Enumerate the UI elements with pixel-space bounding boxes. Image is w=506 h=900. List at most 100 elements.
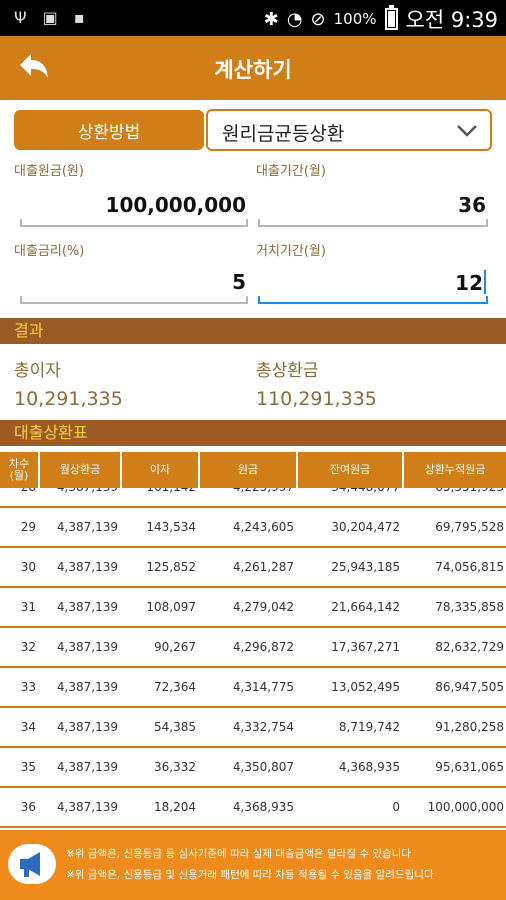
footer-notice: ※위 금액은, 신용등급 등 심사기준에 따라 실제 대출금액은 달라질 수 있… <box>0 830 506 900</box>
cell-principal: 4,225,997 <box>200 488 296 494</box>
total-interest-label: 총이자 <box>14 361 61 381</box>
table-row: 32 4,387,139 90,267 4,296,872 17,367,271 82,6… <box>0 628 506 668</box>
period-label: 대출기간(월) <box>256 164 326 179</box>
grace-input[interactable]: 12 <box>258 270 488 304</box>
page-title: 계산하기 <box>214 58 292 82</box>
cell-principal: 4,243,605 <box>232 520 294 534</box>
cell-principal: 4,368,935 <box>232 800 294 814</box>
cell-remaining-principal: 0 <box>392 800 400 814</box>
cell-remaining-principal: 4,368,935 <box>338 760 400 774</box>
cell-cumulative-principal: 91,280,258 <box>435 720 504 734</box>
cell-interest: 36,332 <box>154 760 196 774</box>
cell-period: 28 <box>0 488 38 494</box>
table-row: 36 4,387,139 18,204 4,368,935 0 100,000,000 <box>0 788 506 828</box>
cell-monthly-payment: 4,387,139 <box>56 720 118 734</box>
cell-period: 35 <box>20 760 36 774</box>
grace-label: 거치기간(월) <box>256 244 326 259</box>
bluetooth-icon: ✱ <box>263 8 279 30</box>
principal-input[interactable]: 100,000,000 <box>20 193 248 227</box>
repayment-method-label: 상환방법 <box>14 110 204 150</box>
cell-monthly-payment: 4,387,139 <box>40 488 120 494</box>
cell-principal: 4,314,775 <box>232 680 294 694</box>
cell-principal: 4,279,042 <box>232 600 294 614</box>
cell-cumulative-principal: 78,335,858 <box>435 600 504 614</box>
cell-period: 29 <box>20 520 36 534</box>
table-row: 34 4,387,139 54,385 4,332,754 8,719,742 91,28… <box>0 708 506 748</box>
cell-cumulative-principal: 65,551,923 <box>404 488 506 494</box>
total-interest-value: 10,291,335 <box>14 388 123 410</box>
cell-period: 30 <box>20 560 36 574</box>
do-not-disturb-icon: ⊘ <box>310 8 326 30</box>
usb-icon: Ψ <box>14 8 27 27</box>
cell-principal: 4,350,807 <box>232 760 294 774</box>
cell-principal: 4,332,754 <box>232 720 294 734</box>
cell-cumulative-principal: 100,000,000 <box>427 800 504 814</box>
col-interest: 이자 <box>122 452 198 488</box>
cell-monthly-payment: 4,387,139 <box>56 800 118 814</box>
cell-principal: 4,296,872 <box>232 640 294 654</box>
app-bar: 계산하기 <box>0 36 506 100</box>
chevron-down-icon <box>457 125 477 137</box>
cell-monthly-payment: 4,387,139 <box>56 680 118 694</box>
grace-value: 12 <box>455 271 483 295</box>
cell-remaining-principal: 25,943,185 <box>331 560 400 574</box>
text-cursor <box>484 270 486 294</box>
clock: 오전 9:39 <box>405 8 498 32</box>
cell-interest: 90,267 <box>154 640 196 654</box>
schedule-table-header: 차수 (월) 월상환금 이자 원금 잔여원금 상환누적원금 <box>0 452 506 488</box>
cell-remaining-principal: 17,367,271 <box>331 640 400 654</box>
cell-period: 36 <box>20 800 36 814</box>
rate-input[interactable]: 5 <box>20 270 248 304</box>
back-arrow-icon[interactable] <box>14 48 54 88</box>
table-row: 33 4,387,139 72,364 4,314,775 13,052,495 86,9… <box>0 668 506 708</box>
cell-period: 34 <box>20 720 36 734</box>
cell-cumulative-principal: 69,795,528 <box>435 520 504 534</box>
wifi-icon: ◔ <box>286 8 303 30</box>
repayment-method-value: 원리금균등상환 <box>222 123 345 145</box>
cell-monthly-payment: 4,387,139 <box>56 640 118 654</box>
sim-off-icon: ▣ <box>42 8 58 27</box>
cell-cumulative-principal: 82,632,729 <box>435 640 504 654</box>
period-input[interactable]: 36 <box>258 193 488 227</box>
cell-remaining-principal: 34,448,077 <box>298 488 402 494</box>
sd-card-icon: ▪ <box>73 8 85 27</box>
cell-period: 31 <box>20 600 36 614</box>
cell-cumulative-principal: 95,631,065 <box>435 760 504 774</box>
cell-interest: 54,385 <box>154 720 196 734</box>
cell-period: 32 <box>20 640 36 654</box>
table-row: 284,387,139161,1424,225,99734,448,07765,… <box>0 488 506 508</box>
megaphone-icon <box>8 844 56 884</box>
cell-interest: 18,204 <box>154 800 196 814</box>
cell-remaining-principal: 21,664,142 <box>331 600 400 614</box>
principal-value: 100,000,000 <box>105 193 246 217</box>
table-row: 31 4,387,139 108,097 4,279,042 21,664,142 78,… <box>0 588 506 628</box>
principal-label: 대출원금(원) <box>14 164 84 179</box>
cell-period: 33 <box>20 680 36 694</box>
cell-remaining-principal: 13,052,495 <box>331 680 400 694</box>
footer-note-1: ※위 금액은, 신용등급 등 심사기준에 따라 실제 대출금액은 달라질 수 있… <box>66 848 411 860</box>
cell-monthly-payment: 4,387,139 <box>56 600 118 614</box>
battery-percent: 100% <box>333 10 377 28</box>
cell-monthly-payment: 4,387,139 <box>56 560 118 574</box>
rate-label: 대출금리(%) <box>14 244 85 259</box>
total-repayment-label: 총상환금 <box>256 361 319 381</box>
period-value: 36 <box>458 193 486 217</box>
col-period: 차수 (월) <box>0 452 38 488</box>
cell-remaining-principal: 8,719,742 <box>338 720 400 734</box>
cell-principal: 4,261,287 <box>232 560 294 574</box>
cell-interest: 108,097 <box>146 600 196 614</box>
cell-monthly-payment: 4,387,139 <box>56 520 118 534</box>
schedule-table[interactable]: 284,387,139161,1424,225,99734,448,07765,… <box>0 488 506 828</box>
col-remaining-principal: 잔여원금 <box>298 452 402 488</box>
cell-remaining-principal: 30,204,472 <box>331 520 400 534</box>
cell-cumulative-principal: 86,947,505 <box>435 680 504 694</box>
repayment-method-dropdown[interactable]: 원리금균등상환 <box>206 109 492 151</box>
col-cumulative-principal: 상환누적원금 <box>404 452 506 488</box>
cell-cumulative-principal: 74,056,815 <box>435 560 504 574</box>
result-section-header: 결과 <box>0 318 506 344</box>
table-row: 30 4,387,139 125,852 4,261,287 25,943,185 74,… <box>0 548 506 588</box>
col-principal: 원금 <box>200 452 296 488</box>
rate-value: 5 <box>232 270 246 294</box>
cell-monthly-payment: 4,387,139 <box>56 760 118 774</box>
cell-interest: 125,852 <box>146 560 196 574</box>
